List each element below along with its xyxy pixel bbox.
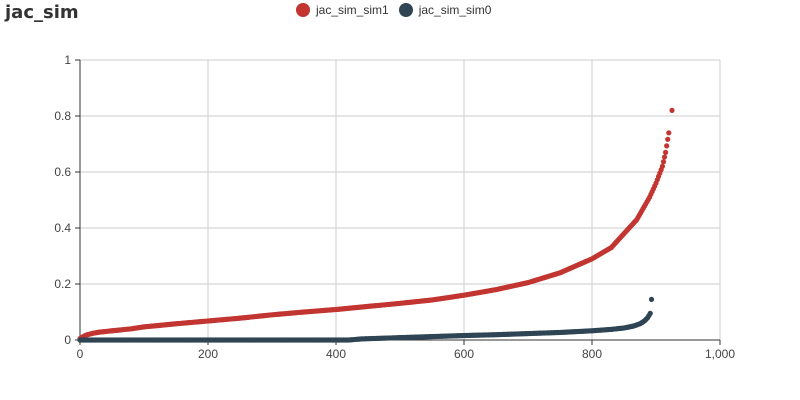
legend-dot-icon [398, 3, 413, 17]
chart-title: jac_sim [5, 2, 79, 23]
legend-item-sim1[interactable]: jac_sim_sim1 [296, 3, 389, 17]
y-tick-label: 0.2 [54, 277, 71, 291]
data-point [660, 159, 667, 165]
y-tick-label: 0.6 [54, 165, 71, 179]
legend: jac_sim_sim1 jac_sim_sim0 [296, 3, 501, 17]
legend-dot-icon [296, 3, 310, 17]
x-tick-label: 0 [77, 347, 84, 361]
x-tick-label: 400 [326, 347, 346, 361]
data-point [666, 130, 672, 136]
data-point [661, 154, 668, 160]
legend-label-sim0: jac_sim_sim0 [418, 3, 492, 17]
data-point [665, 136, 671, 142]
x-tick-label: 200 [198, 347, 218, 361]
x-tick-label: 1,000 [705, 347, 735, 361]
y-tick-label: 0.8 [54, 109, 71, 123]
y-tick-label: 0 [64, 333, 71, 347]
x-tick-label: 600 [454, 347, 474, 361]
data-point [647, 310, 653, 316]
legend-label-sim1: jac_sim_sim1 [316, 3, 389, 17]
y-tick-label: 1 [64, 53, 71, 67]
data-point [664, 143, 670, 149]
data-point [659, 163, 666, 169]
y-tick-label: 0.4 [54, 221, 71, 235]
legend-item-sim0[interactable]: jac_sim_sim0 [398, 3, 492, 17]
data-point [669, 107, 675, 113]
data-point [648, 296, 655, 302]
data-point [663, 149, 669, 155]
x-tick-label: 800 [582, 347, 602, 361]
